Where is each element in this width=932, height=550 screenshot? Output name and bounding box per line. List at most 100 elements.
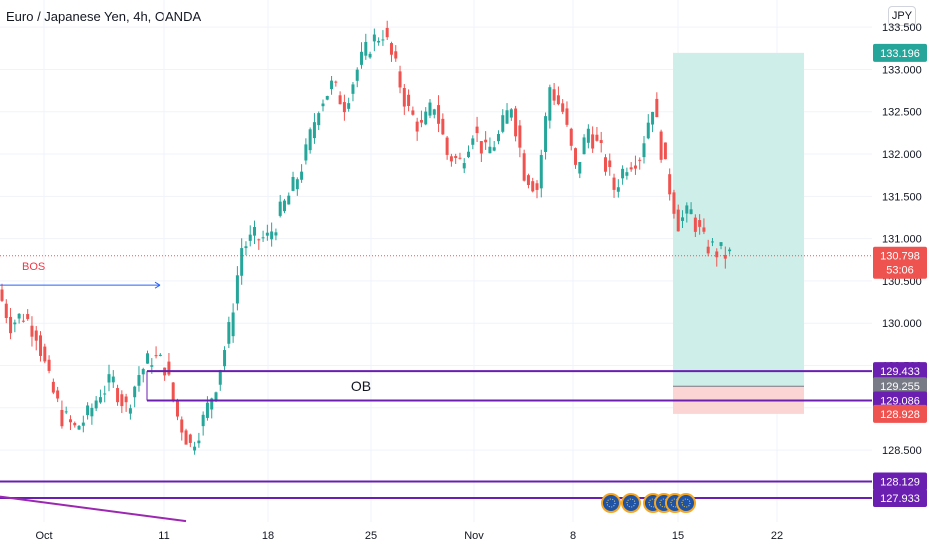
y-tick-label: 130.500 — [882, 276, 922, 288]
candle-body — [518, 125, 522, 148]
candle-body — [235, 275, 239, 304]
candle-body — [17, 313, 21, 319]
candle-body — [496, 134, 500, 142]
candle-body — [210, 398, 214, 410]
candle-body — [291, 176, 295, 191]
candle-body — [706, 246, 710, 254]
candle-body — [201, 414, 205, 427]
candle-body — [633, 165, 637, 169]
candle-body — [347, 103, 351, 109]
candle-body — [124, 396, 128, 403]
candle-body — [171, 382, 175, 400]
candle-body — [158, 354, 162, 356]
y-tick-label: 132.000 — [882, 149, 922, 161]
candle-body — [432, 109, 436, 115]
x-tick-label: 8 — [570, 530, 576, 542]
candle-body — [325, 96, 329, 100]
candle-body — [60, 409, 64, 427]
candle-body — [81, 422, 85, 426]
candle-body — [47, 359, 51, 371]
candle-body — [295, 179, 299, 190]
candle-body — [467, 151, 471, 158]
y-tick-label: 130.000 — [882, 318, 922, 330]
candle-body — [437, 105, 441, 124]
candle-body — [146, 353, 150, 364]
candle-body — [43, 346, 47, 362]
price-axis[interactable]: 128.500129.000129.500130.000130.500131.0… — [873, 22, 927, 508]
price-label-text: 128.129 — [880, 476, 920, 488]
candle-body — [342, 102, 346, 113]
candle-body — [672, 192, 676, 214]
candle-body — [287, 195, 291, 205]
candle-body — [330, 80, 334, 90]
price-label[interactable]: 127.933 — [873, 489, 927, 508]
candle-body — [582, 137, 586, 155]
candle-body — [394, 51, 398, 59]
candle-body — [4, 303, 8, 318]
price-label[interactable]: 128.928 — [873, 404, 927, 423]
candle-body — [685, 205, 689, 214]
price-label[interactable]: 128.129 — [873, 472, 927, 491]
price-label-box — [873, 489, 927, 508]
economic-event-icon[interactable] — [621, 493, 641, 513]
candle-body — [223, 350, 227, 367]
economic-event-icon[interactable] — [601, 493, 621, 513]
candle-body — [94, 400, 98, 409]
candle-body — [193, 446, 197, 451]
candle-body — [150, 365, 154, 367]
candle-body — [364, 41, 368, 56]
candle-body — [681, 217, 685, 221]
candle-body — [629, 167, 633, 170]
price-label[interactable]: 129.433 — [873, 362, 927, 381]
y-tick-label: 131.500 — [882, 191, 922, 203]
economic-event-icon[interactable] — [676, 493, 696, 513]
candle-body — [492, 147, 496, 151]
event-circle — [676, 493, 696, 513]
candle-body — [274, 232, 278, 236]
candle-body — [351, 84, 355, 94]
candle-body — [398, 71, 402, 88]
candle-body — [90, 407, 94, 417]
x-tick-label: 15 — [672, 530, 684, 542]
eu-stars-icon — [606, 498, 616, 508]
candle-body — [270, 231, 274, 240]
candle-body — [552, 89, 556, 101]
candle-body — [77, 425, 81, 430]
candle-body — [407, 94, 411, 106]
candle-body — [488, 146, 492, 154]
economic-events[interactable] — [601, 493, 696, 513]
candle-body — [167, 361, 171, 375]
candle-body — [51, 381, 55, 393]
y-tick-label: 128.500 — [882, 445, 922, 457]
price-label-text: 129.433 — [880, 366, 920, 378]
price-label-text: 128.928 — [880, 409, 920, 421]
position-zones — [673, 52, 804, 414]
candle-body — [715, 251, 719, 258]
candle-body — [471, 138, 475, 145]
x-tick-label: Oct — [35, 530, 52, 542]
candle-body — [462, 163, 466, 169]
candle-body — [218, 370, 222, 385]
candle-body — [317, 113, 321, 126]
last-price-label[interactable]: 130.798 53:06 — [873, 246, 927, 279]
currency-button[interactable]: JPY — [888, 6, 916, 26]
candle-body — [116, 388, 120, 403]
y-tick-label: 133.500 — [882, 22, 922, 34]
candle-body — [9, 316, 13, 334]
candle-body — [381, 39, 385, 41]
price-label-box — [873, 43, 927, 62]
candle-body — [728, 249, 732, 252]
price-label[interactable]: 133.196 — [873, 43, 927, 62]
candle-body — [244, 246, 248, 249]
candle-body — [240, 248, 244, 276]
candle-body — [621, 168, 625, 179]
candle-body — [548, 87, 552, 121]
candle-body — [13, 322, 17, 325]
candle-body — [616, 187, 620, 192]
candle-body — [103, 393, 107, 395]
candle-body — [111, 376, 115, 383]
candle-body — [578, 161, 582, 174]
price-label[interactable]: 129.255 — [873, 377, 927, 396]
candle-body — [475, 126, 479, 134]
